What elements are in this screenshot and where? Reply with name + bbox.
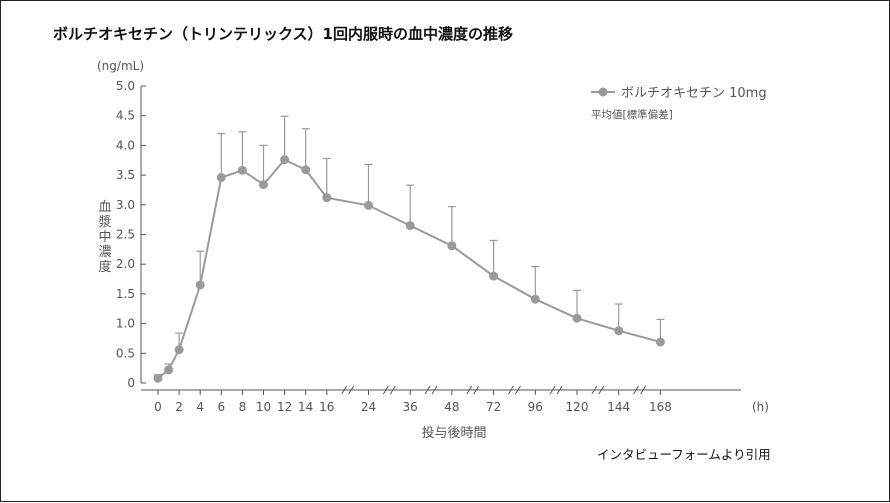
y-tick-label: 3.0	[116, 198, 135, 212]
data-point	[489, 271, 499, 281]
axis-break-mark	[515, 385, 521, 395]
x-tick-label: 48	[444, 400, 459, 414]
legend-marker	[598, 87, 608, 97]
x-axis-label: 投与後時間	[421, 425, 486, 441]
axis-break-mark	[591, 385, 598, 395]
x-tick-label: 120	[566, 400, 589, 414]
axis-break-mark	[424, 385, 431, 395]
axes: 0 0.5 1.0 1.5 2.0 2.5 3.0 3.5 4.0 4.5 5.0 (ng/mL) 血漿…	[97, 59, 769, 441]
data-point	[447, 241, 457, 251]
x-tick-label: 12	[277, 400, 292, 414]
x-tick-label: 144	[607, 400, 630, 414]
data-point	[259, 180, 268, 190]
x-tick-label: 4	[196, 400, 204, 414]
x-tick-label: 36	[403, 400, 418, 414]
y-tick-label: 1.0	[116, 317, 135, 331]
legend: ボルチオキセチン 10mg 平均値[標準偏差]	[591, 86, 767, 121]
data-point	[280, 155, 290, 165]
axis-break-mark	[549, 385, 556, 395]
x-tick-label: 14	[298, 400, 313, 414]
axis-break-mark	[389, 385, 396, 395]
axis-break-mark	[348, 385, 355, 395]
y-tick-label: 4.0	[116, 138, 135, 152]
data-point	[153, 373, 163, 383]
y-tick-label: 0.5	[116, 346, 135, 360]
y-unit-label: (ng/mL)	[97, 59, 144, 73]
axis-break-mark	[508, 385, 514, 395]
series-line-path	[157, 158, 661, 379]
axis-break-mark	[466, 385, 473, 395]
x-tick-label: 168	[649, 400, 672, 414]
y-tick-label: 2.5	[116, 228, 135, 242]
data-point	[614, 326, 624, 336]
axis-break-mark	[640, 385, 646, 395]
axis-break-mark	[341, 385, 348, 395]
data-point	[216, 172, 226, 182]
y-tick-label: 4.5	[116, 109, 135, 123]
y-tick-label: 5.0	[116, 79, 135, 93]
x-tick-label: 96	[528, 400, 543, 414]
y-tick-label: 2.0	[116, 257, 135, 271]
y-axis-label: 血漿中濃度	[98, 200, 111, 275]
data-point	[322, 193, 332, 203]
axis-break-mark	[473, 385, 480, 395]
x-tick-label: 72	[486, 400, 501, 414]
data-point	[405, 221, 415, 231]
error-bars	[154, 115, 665, 379]
source-note: インタビューフォームより引用	[597, 447, 771, 462]
data-point	[572, 313, 582, 323]
axis-break-mark	[556, 385, 563, 395]
data-point	[301, 165, 311, 175]
x-tick-label: 6	[217, 400, 225, 414]
legend-series-name: ボルチオキセチン 10mg	[621, 86, 767, 101]
data-point	[195, 280, 205, 290]
x-tick-label: 16	[319, 400, 334, 414]
x-tick-label: 0	[154, 400, 162, 414]
data-point	[164, 365, 174, 375]
series-line	[153, 155, 665, 383]
legend-note: 平均値[標準偏差]	[591, 108, 673, 121]
axis-break-mark	[598, 385, 605, 395]
x-tick-label: 2	[175, 400, 183, 414]
data-point	[530, 294, 540, 304]
x-unit-label: (h)	[752, 400, 769, 414]
data-point	[364, 200, 373, 210]
data-point	[655, 337, 665, 347]
data-point	[237, 165, 247, 175]
y-tick-label: 1.5	[116, 287, 135, 301]
y-tick-label: 0	[127, 376, 135, 390]
x-tick-label: 24	[361, 400, 376, 414]
chart-title: ボルチオキセチン（トリンテリックス）1回内服時の血中濃度の推移	[53, 25, 513, 43]
axis-break-mark	[431, 385, 438, 395]
axis-break-mark	[382, 385, 389, 395]
axis-break-mark	[633, 385, 639, 395]
x-tick-label: 10	[256, 400, 271, 414]
y-tick-label: 3.5	[116, 168, 135, 182]
x-tick-label: 8	[239, 400, 247, 414]
data-point	[174, 345, 184, 355]
